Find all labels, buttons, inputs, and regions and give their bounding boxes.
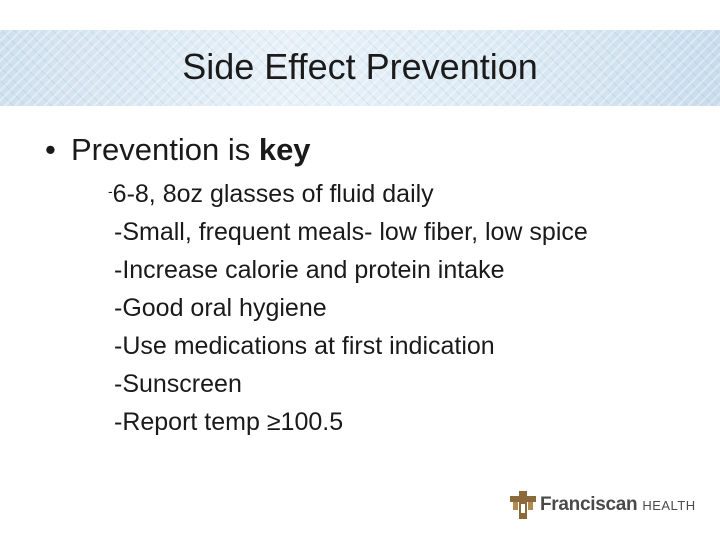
list-item: -6-8, 8oz glasses of fluid daily [108, 172, 588, 213]
list-item: -Use medications at first indication [114, 332, 495, 360]
list-item: -Increase calorie and protein intake [114, 256, 505, 284]
bullet-icon: • [45, 132, 56, 167]
franciscan-health-logo: Franciscan HEALTH [510, 490, 696, 520]
list-item: -Good oral hygiene [114, 294, 327, 322]
franciscan-cross-icon [510, 491, 536, 519]
bullet-bold-text: key [258, 132, 311, 167]
list-item: -Small, frequent meals- low fiber, low s… [114, 218, 588, 246]
list-item: -Report temp ≥100.5 [114, 408, 344, 436]
prevention-list: -6-8, 8oz glasses of fluid daily -Small,… [108, 172, 588, 441]
slide-title: Side Effect Prevention [182, 46, 538, 87]
title-banner [0, 30, 720, 106]
logo-name: Franciscan [540, 494, 638, 515]
bullet-text: Prevention is [71, 132, 259, 167]
list-item: -Sunscreen [114, 370, 242, 398]
logo-subtitle: HEALTH [642, 497, 696, 513]
list-item-text: 6-8, 8oz glasses of fluid daily [112, 180, 434, 208]
main-bullet: • Prevention is key [45, 130, 311, 170]
list-dash: - [108, 183, 113, 199]
